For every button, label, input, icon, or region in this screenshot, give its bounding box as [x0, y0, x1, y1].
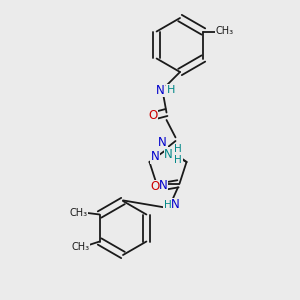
Text: H: H	[164, 200, 171, 210]
Text: N: N	[156, 83, 165, 97]
Text: H: H	[174, 144, 182, 154]
Text: N: N	[151, 150, 160, 163]
Text: O: O	[150, 180, 160, 193]
Text: N: N	[171, 198, 180, 211]
Text: CH₃: CH₃	[215, 26, 233, 37]
Text: N: N	[164, 148, 173, 161]
Text: N: N	[158, 136, 167, 149]
Text: H: H	[167, 85, 175, 95]
Text: O: O	[148, 109, 158, 122]
Text: H: H	[174, 155, 182, 165]
Text: N: N	[159, 179, 167, 192]
Text: CH₃: CH₃	[71, 242, 89, 253]
Text: CH₃: CH₃	[70, 208, 88, 218]
